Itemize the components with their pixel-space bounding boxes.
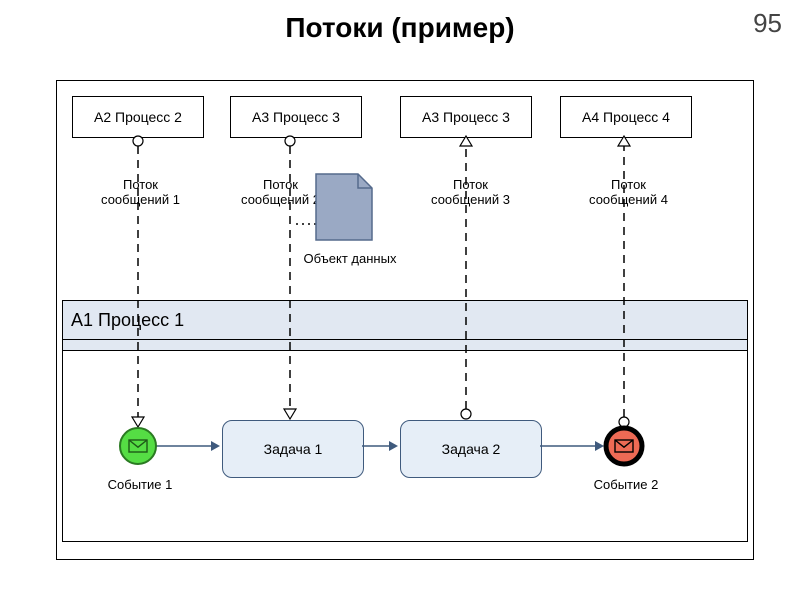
diagram-svg	[0, 0, 800, 600]
